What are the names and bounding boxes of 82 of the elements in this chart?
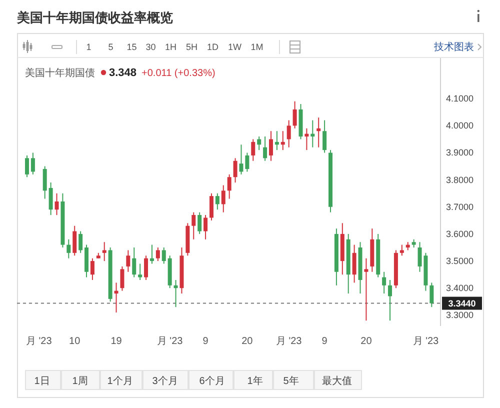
candlestick <box>257 136 262 151</box>
text: 美国十年期国债 <box>25 67 95 79</box>
candlestick <box>322 120 327 154</box>
candlestick <box>251 138 256 162</box>
candlestick <box>30 152 35 175</box>
candlestick <box>316 117 321 148</box>
interval-buttons: 1 5 15 30 1H 5H 1D 1W 1M <box>86 42 264 52</box>
chart-title: 美国十年期国债收益率概览 <box>16 10 173 25</box>
text: 1年 <box>247 375 263 387</box>
candlestick <box>304 128 309 151</box>
candlestick <box>114 282 118 313</box>
candlestick <box>268 130 273 162</box>
x-tick-label: 10 <box>69 336 81 347</box>
text: 1日 <box>34 376 50 387</box>
candlestick <box>310 120 315 148</box>
y-tick-label: 4.0000 <box>446 120 474 131</box>
candlestick <box>162 246 166 264</box>
y-tick-label: 3.7000 <box>446 202 474 212</box>
y-tick-label: 3.3000 <box>446 310 474 320</box>
candlestick <box>227 174 232 200</box>
candlestick <box>90 258 94 280</box>
x-tick-label: 月 '23 <box>412 336 440 347</box>
candlestick <box>245 152 250 172</box>
y-tick-label: 3.8000 <box>446 174 474 185</box>
candlestick <box>209 192 214 221</box>
candlestick <box>388 279 392 322</box>
candlestick <box>72 225 77 256</box>
candlestick <box>382 271 386 294</box>
candlestick <box>78 230 83 254</box>
candlestick <box>352 244 356 284</box>
text: 1周 <box>72 376 88 387</box>
candlestick <box>54 192 59 216</box>
candlestick <box>364 258 368 322</box>
candlestick <box>233 158 238 184</box>
candlestick <box>263 136 268 162</box>
text: 1个月 <box>107 375 133 387</box>
annotation: 3.348 <box>109 67 137 79</box>
candlestick <box>144 255 148 280</box>
text: 6个月 <box>199 375 225 387</box>
candlestick <box>400 244 404 256</box>
candlestick <box>42 166 47 200</box>
annotation: +0.011 (+0.33%) <box>142 68 216 79</box>
y-tick-label: 3.6000 <box>446 228 474 239</box>
candlestick <box>221 184 226 213</box>
candlestick <box>274 130 279 151</box>
candlestick <box>25 154 29 178</box>
candlestick <box>174 279 178 308</box>
candlestick <box>138 263 142 280</box>
candlestick <box>280 130 285 151</box>
text: 5年 <box>283 375 299 387</box>
x-tick-label: 9 <box>202 336 209 347</box>
x-tick-label: 20 <box>360 336 372 347</box>
x-tick-label: 月 '23 <box>26 336 52 347</box>
y-tick-label: 3.5000 <box>446 256 474 266</box>
text: 技术图表 <box>433 41 474 53</box>
candlestick <box>204 214 208 240</box>
x-tick-label: 19 <box>110 336 122 347</box>
candlestick <box>150 244 154 264</box>
candlestick <box>66 238 71 259</box>
y-tick-label: 4.1000 <box>446 94 474 104</box>
candlestick <box>215 192 220 210</box>
candlestick <box>292 100 297 129</box>
candlestick <box>126 250 130 272</box>
x-tick-label: 月 '23 <box>156 336 184 347</box>
y-tick-label: 3.4000 <box>446 283 474 294</box>
text: 最大值 <box>322 375 352 387</box>
candlestick <box>156 246 160 262</box>
x-tick-label: 9 <box>322 336 328 347</box>
candlestick <box>132 246 136 278</box>
candlestick <box>239 144 244 175</box>
candlestick <box>48 182 53 216</box>
y-tick-label: 3.9000 <box>446 148 474 158</box>
candlestick <box>120 266 124 292</box>
candlestick <box>192 212 196 240</box>
candlestick <box>102 242 106 262</box>
candlestick <box>198 212 202 234</box>
candlestick <box>430 282 434 308</box>
x-tick-label: 月 '23 <box>276 336 302 347</box>
candlestick <box>286 120 291 148</box>
text: 3个月 <box>152 375 178 387</box>
ref-line-label: 3.3440 <box>448 298 476 309</box>
x-tick-label: 20 <box>242 336 254 347</box>
